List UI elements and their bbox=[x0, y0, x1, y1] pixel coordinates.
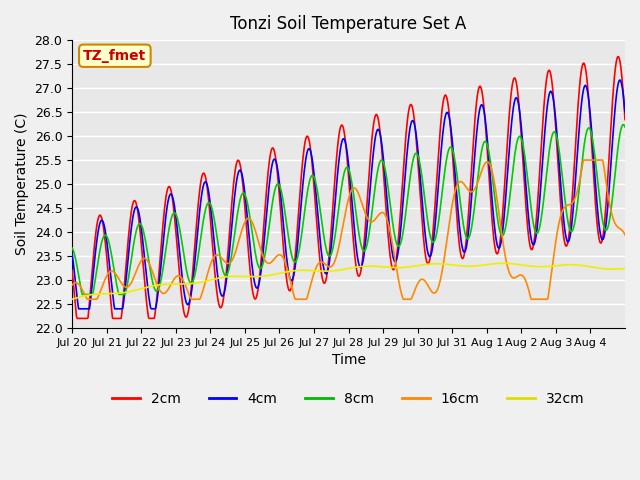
4cm bbox=[621, 109, 629, 115]
2cm bbox=[74, 315, 81, 321]
Line: 8cm: 8cm bbox=[72, 125, 625, 294]
2cm bbox=[134, 208, 141, 214]
2cm bbox=[68, 267, 76, 273]
32cm bbox=[68, 296, 76, 302]
2cm bbox=[284, 283, 291, 288]
8cm bbox=[620, 122, 627, 128]
32cm bbox=[621, 265, 629, 271]
8cm bbox=[284, 229, 291, 235]
8cm bbox=[79, 291, 86, 297]
16cm bbox=[263, 260, 271, 265]
4cm bbox=[236, 168, 243, 173]
Line: 32cm: 32cm bbox=[72, 264, 625, 299]
4cm bbox=[68, 251, 76, 257]
16cm bbox=[621, 232, 629, 238]
X-axis label: Time: Time bbox=[332, 353, 365, 367]
16cm bbox=[580, 157, 588, 163]
32cm bbox=[499, 261, 507, 266]
2cm bbox=[236, 159, 243, 165]
4cm bbox=[437, 147, 445, 153]
4cm bbox=[75, 306, 83, 312]
Y-axis label: Soil Temperature (C): Soil Temperature (C) bbox=[15, 113, 29, 255]
4cm bbox=[263, 208, 271, 214]
2cm bbox=[614, 54, 621, 60]
Text: TZ_fmet: TZ_fmet bbox=[83, 49, 147, 63]
16cm bbox=[83, 296, 91, 302]
4cm bbox=[134, 206, 141, 212]
Line: 2cm: 2cm bbox=[72, 57, 625, 318]
8cm bbox=[437, 198, 445, 204]
32cm bbox=[406, 264, 413, 270]
2cm bbox=[406, 102, 414, 108]
Legend: 2cm, 4cm, 8cm, 16cm, 32cm: 2cm, 4cm, 8cm, 16cm, 32cm bbox=[107, 387, 591, 412]
8cm bbox=[406, 174, 414, 180]
4cm bbox=[616, 77, 624, 83]
8cm bbox=[236, 200, 243, 206]
32cm bbox=[235, 274, 243, 279]
16cm bbox=[134, 264, 141, 270]
Title: Tonzi Soil Temperature Set A: Tonzi Soil Temperature Set A bbox=[230, 15, 467, 33]
16cm bbox=[437, 273, 445, 279]
16cm bbox=[236, 236, 243, 241]
16cm bbox=[406, 296, 414, 302]
2cm bbox=[263, 184, 271, 190]
2cm bbox=[437, 116, 445, 121]
8cm bbox=[68, 245, 76, 251]
Line: 4cm: 4cm bbox=[72, 80, 625, 309]
Line: 16cm: 16cm bbox=[72, 160, 625, 299]
32cm bbox=[133, 287, 141, 293]
2cm bbox=[621, 117, 629, 122]
4cm bbox=[284, 264, 291, 269]
16cm bbox=[68, 282, 76, 288]
8cm bbox=[263, 241, 271, 247]
32cm bbox=[436, 261, 444, 267]
32cm bbox=[262, 273, 270, 279]
8cm bbox=[621, 124, 629, 130]
8cm bbox=[134, 223, 141, 229]
4cm bbox=[406, 124, 414, 130]
32cm bbox=[283, 269, 291, 275]
16cm bbox=[284, 267, 291, 273]
